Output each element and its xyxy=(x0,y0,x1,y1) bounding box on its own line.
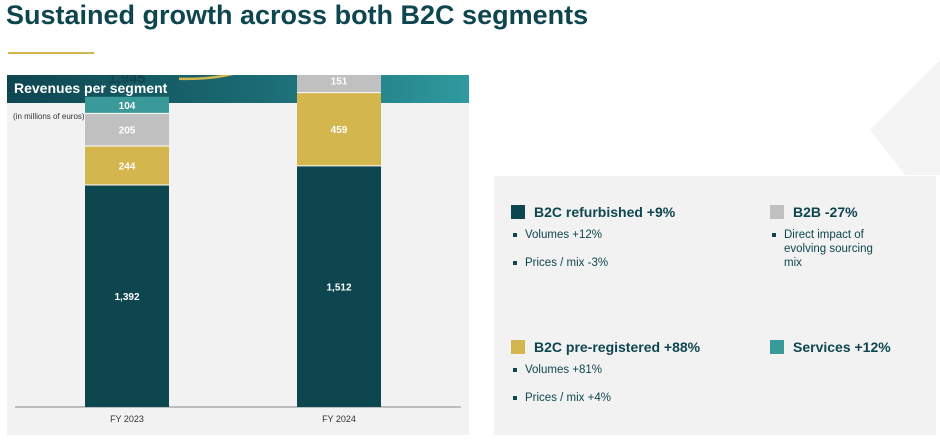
segment-value-label: 1,392 xyxy=(114,292,139,303)
legend-title-b2c-refurbished: B2C refurbished +9% xyxy=(534,204,676,220)
bar-segment xyxy=(85,146,169,185)
panel-header-title: Revenues per segment xyxy=(14,80,168,96)
segment-value-label: 205 xyxy=(119,126,136,137)
segment-value-label: 459 xyxy=(331,125,348,136)
bar-segment xyxy=(85,96,169,114)
chart-unit-note: (in millions of euros) xyxy=(13,112,85,121)
legend-group-services: Services +12% xyxy=(770,339,891,355)
legend-bullet-line: mix xyxy=(784,257,802,269)
legend-bullets-b2c-refurbished: Volumes +12% Prices / mix -3% xyxy=(511,228,675,270)
legend-bullet: Direct impact of evolving sourcing mix xyxy=(770,228,873,270)
legend-group-b2c-preregistered: B2C pre-registered +88% Volumes +81% Pri… xyxy=(511,339,700,419)
bar-segment xyxy=(297,75,381,93)
title-underline xyxy=(8,52,94,54)
legend-swatch-services xyxy=(770,340,784,354)
legend-bullet: Prices / mix +4% xyxy=(511,391,700,405)
bar-segment xyxy=(297,92,381,166)
legend-group-b2c-refurbished: B2C refurbished +9% Volumes +12% Prices … xyxy=(511,204,675,284)
category-label: FY 2023 xyxy=(110,414,144,424)
legend-bullets-b2c-preregistered: Volumes +81% Prices / mix +4% xyxy=(511,363,700,405)
revenue-chart-panel: Revenues per segment (in millions of eur… xyxy=(7,75,469,435)
segment-value-label: 244 xyxy=(119,162,136,173)
legend-bullets-b2b: Direct impact of evolving sourcing mix xyxy=(770,228,873,270)
legend-swatch-b2c-refurbished xyxy=(511,205,525,219)
bar-segment xyxy=(85,184,169,407)
bar-segment xyxy=(85,113,169,147)
legend-group-b2b: B2B -27% Direct impact of evolving sourc… xyxy=(770,204,873,270)
legend-bullet: Volumes +81% xyxy=(511,363,700,377)
legend-bullet: Volumes +12% xyxy=(511,228,675,242)
panel-header: Revenues per segment xyxy=(7,75,469,103)
segment-value-label: 151 xyxy=(331,77,348,88)
growth-arrow xyxy=(178,75,234,81)
legend-bullet-line: Direct impact of xyxy=(784,229,864,241)
category-label: FY 2024 xyxy=(322,414,356,424)
legend-panel: B2C refurbished +9% Volumes +12% Prices … xyxy=(494,176,936,435)
legend-title-b2c-preregistered: B2C pre-registered +88% xyxy=(534,339,701,355)
legend-swatch-b2b xyxy=(770,205,784,219)
bar-total-label: 1,945 xyxy=(108,75,146,87)
legend-title-b2b: B2B -27% xyxy=(793,204,858,220)
segment-value-label: 104 xyxy=(119,101,136,112)
legend-title-services: Services +12% xyxy=(793,339,891,355)
page-title: Sustained growth across both B2C segment… xyxy=(6,0,589,30)
segment-value-label: 1,512 xyxy=(326,282,351,293)
legend-bullet-line: evolving sourcing xyxy=(784,243,873,255)
bar-segment xyxy=(297,165,381,407)
legend-swatch-b2c-preregistered xyxy=(511,340,525,354)
legend-bullet: Prices / mix -3% xyxy=(511,256,675,270)
